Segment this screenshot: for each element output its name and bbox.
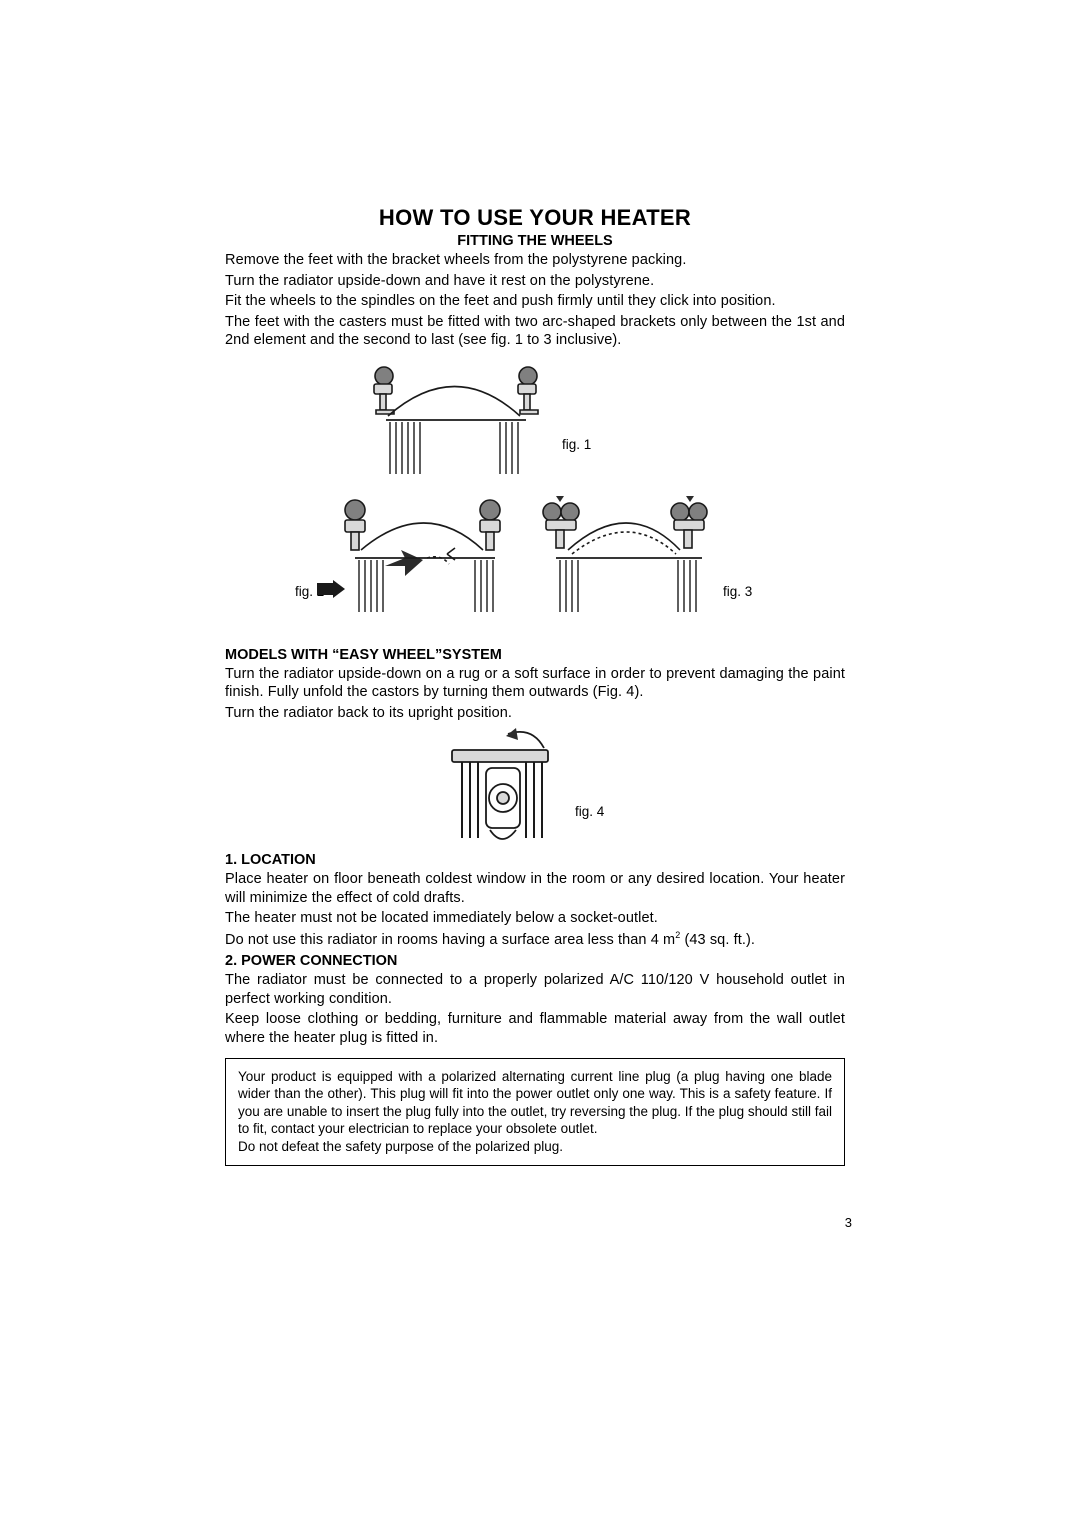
location-p2: The heater must not be located immediate… — [225, 909, 845, 928]
fig3-label: fig. 3 — [723, 584, 752, 599]
intro-p3: Fit the wheels to the spindles on the fe… — [225, 292, 845, 311]
location-p3: Do not use this radiator in rooms having… — [225, 930, 845, 949]
page-number: 3 — [845, 1215, 852, 1230]
fig4-label: fig. 4 — [575, 804, 604, 819]
note-box: Your product is equipped with a polarize… — [225, 1058, 845, 1167]
power-p2: Keep loose clothing or bedding, furnitur… — [225, 1010, 845, 1047]
intro-p4: The feet with the casters must be fitted… — [225, 313, 845, 350]
location-p3a: Do not use this radiator in rooms having… — [225, 932, 675, 948]
intro-p1: Remove the feet with the bracket wheels … — [225, 251, 845, 270]
location-p3b: (43 sq. ft.). — [684, 932, 755, 948]
figures-1-2-3: fig. 1 — [225, 362, 845, 622]
note-l1: Your product is equipped with a polarize… — [238, 1068, 832, 1138]
easy-wheel-p2: Turn the radiator back to its upright po… — [225, 704, 845, 723]
power-heading: 2. POWER CONNECTION — [225, 953, 845, 969]
location-p3-sup: 2 — [675, 930, 680, 940]
easy-wheel-heading: MODELS WITH “EASY WHEEL”SYSTEM — [225, 647, 845, 663]
figure-4: fig. 4 — [225, 728, 845, 850]
location-p1: Place heater on floor beneath coldest wi… — [225, 870, 845, 907]
location-heading: 1. LOCATION — [225, 852, 845, 868]
section-subtitle: FITTING THE WHEELS — [225, 233, 845, 249]
power-p1: The radiator must be connected to a prop… — [225, 971, 845, 1008]
note-l2: Do not defeat the safety purpose of the … — [238, 1138, 832, 1156]
easy-wheel-p1: Turn the radiator upside-down on a rug o… — [225, 665, 845, 702]
page-title: HOW TO USE YOUR HEATER — [225, 205, 845, 231]
intro-p2: Turn the radiator upside-down and have i… — [225, 272, 845, 291]
fig1-label: fig. 1 — [562, 437, 591, 452]
